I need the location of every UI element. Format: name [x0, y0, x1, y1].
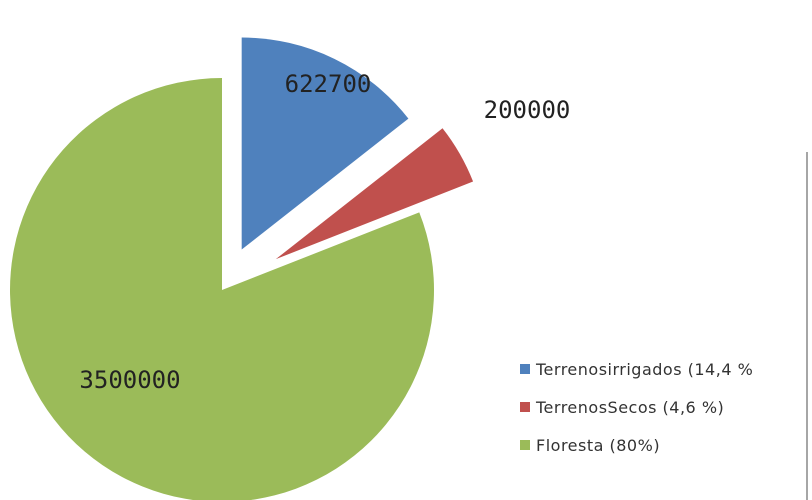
pie-slice-terrenos-irrigados	[241, 37, 409, 250]
legend-item-floresta: Floresta (80%)	[520, 431, 753, 459]
legend-swatch-floresta	[520, 440, 530, 450]
legend-label-terrenos-secos: TerrenosSecos (4,6 %)	[536, 397, 725, 417]
legend: Terrenosirrigados (14,4 % TerrenosSecos …	[520, 355, 753, 469]
legend-item-terrenos-secos: TerrenosSecos (4,6 %)	[520, 393, 753, 421]
legend-item-terrenos-irrigados: Terrenosirrigados (14,4 %	[520, 355, 753, 383]
data-label-terrenos-secos: 200000	[484, 96, 571, 124]
legend-label-floresta: Floresta (80%)	[536, 435, 661, 455]
legend-swatch-terrenos-irrigados	[520, 364, 530, 374]
chart-frame-edge	[806, 152, 808, 500]
data-label-terrenos-irrigados: 622700	[285, 70, 372, 98]
legend-swatch-terrenos-secos	[520, 402, 530, 412]
data-label-floresta: 3500000	[79, 366, 180, 394]
pie-slice-floresta	[10, 78, 434, 500]
legend-label-terrenos-irrigados: Terrenosirrigados (14,4 %	[536, 359, 754, 379]
pie-slice-terrenos-secos	[275, 128, 474, 260]
